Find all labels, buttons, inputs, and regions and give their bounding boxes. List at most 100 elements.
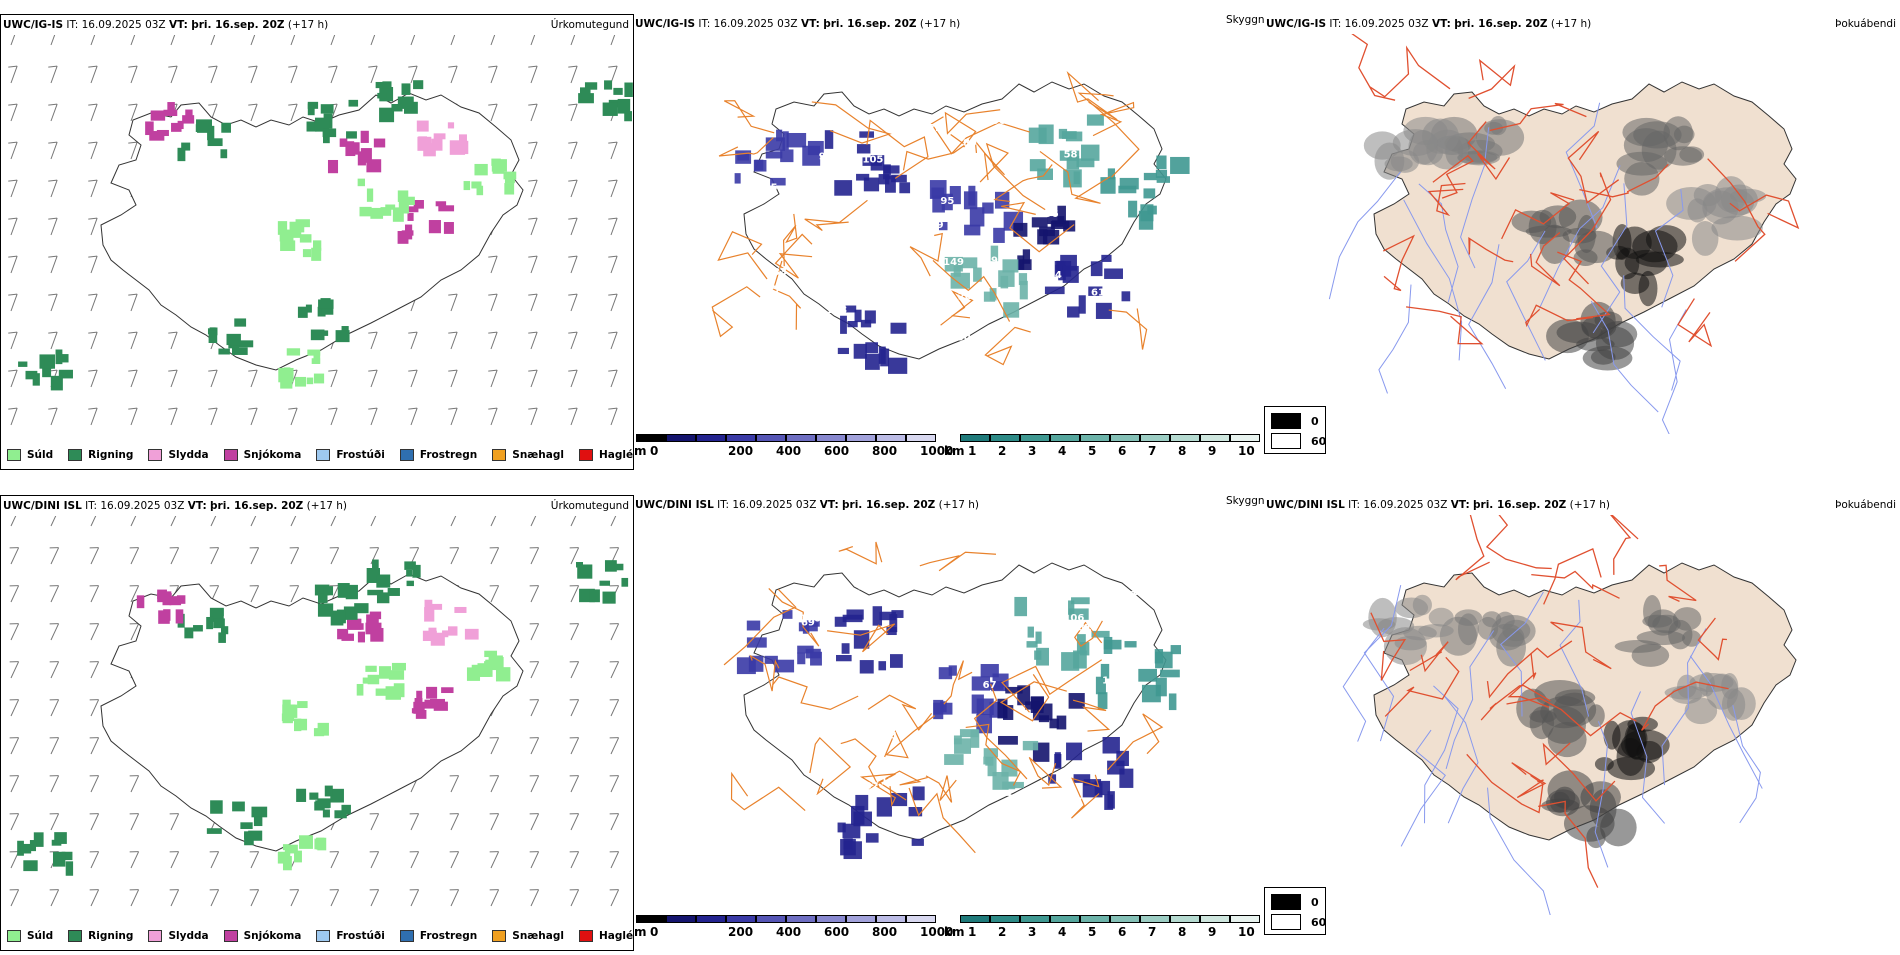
precip-cell [313, 728, 325, 737]
road [932, 259, 1011, 322]
precip-cell [44, 354, 53, 369]
road [1550, 621, 1612, 670]
road [1455, 515, 1490, 581]
road [973, 683, 1028, 780]
precip-cell [414, 697, 423, 708]
precip-cell [305, 304, 312, 313]
vis-cell [842, 823, 861, 839]
precip-cell [297, 701, 308, 709]
wind-barb [488, 369, 498, 388]
cloud-base-label: 79 [930, 220, 944, 231]
vis-cell [782, 610, 793, 619]
vis-cell [1168, 693, 1177, 711]
precip-cell [424, 607, 435, 622]
visibility-tick: 6 [1118, 925, 1127, 939]
visibility-tick: 4 [1058, 444, 1067, 458]
wind-barb [89, 889, 100, 907]
vis-cell [856, 173, 870, 181]
precip-cell [315, 840, 326, 849]
wind-barb [90, 516, 100, 527]
river [1445, 630, 1495, 770]
precip-cell [210, 800, 223, 814]
wind-barb [128, 369, 138, 388]
wind-barb [209, 851, 220, 869]
wind-barb [48, 179, 58, 198]
wind-barb [568, 141, 578, 160]
wind-barb [9, 699, 20, 717]
vis-cell [1138, 210, 1154, 230]
vis-cell [1121, 291, 1131, 302]
legend-item: Frostúði [316, 930, 385, 942]
vis-cell [1156, 155, 1167, 170]
fog-cell [1412, 594, 1432, 616]
visibility-tick: 3 [1028, 925, 1037, 939]
model-name: UWC/DINI ISL [1266, 499, 1345, 511]
precip-cell [406, 580, 414, 587]
precip-type-panel: UWC/DINI ISL IT: 16.09.2025 03Z VT: þri.… [0, 495, 634, 951]
precip-cell [375, 81, 383, 89]
wind-barb [8, 369, 18, 388]
wind-barb [568, 179, 578, 198]
height-tick: 400 [776, 925, 802, 939]
wind-barb [8, 407, 18, 426]
cloud-base-label: 92 [819, 152, 833, 163]
vis-cell [888, 357, 908, 374]
road [1406, 306, 1484, 345]
vis-cell [845, 305, 857, 313]
visibility-colorbar: km 1 2 3 4 5 6 7 8 9 10 [944, 430, 1262, 466]
cloud-base-label: 71 [872, 143, 886, 154]
road [774, 233, 813, 279]
river [1590, 300, 1659, 413]
cloud-base-label: 83 [1076, 331, 1090, 342]
vis-cell [879, 611, 896, 621]
lead-time: (+17 h) [919, 18, 961, 30]
wind-barb [568, 331, 578, 350]
wind-barb [210, 516, 220, 527]
fog-cell [1587, 704, 1605, 728]
legend-swatch [316, 930, 331, 942]
wind-barb [488, 65, 498, 84]
wind-barb [569, 623, 580, 641]
visibility-tick: 7 [1148, 444, 1157, 458]
cloud-base-label: 75 [970, 577, 984, 588]
precip-cell [438, 205, 455, 212]
river [1559, 599, 1590, 717]
visibility-color-step [990, 915, 1020, 923]
precip-cell [282, 844, 290, 851]
legend-item: Slydda [148, 930, 209, 942]
lead-time: (+17 h) [1569, 499, 1610, 511]
vis-cell [991, 681, 1007, 692]
wind-barb [609, 775, 620, 793]
height-color-step [846, 434, 876, 442]
road [1557, 251, 1611, 320]
vt-label: VT: [800, 18, 820, 30]
wind-barb [9, 661, 20, 679]
road [1507, 652, 1550, 708]
vis-cell [853, 811, 872, 827]
river [1342, 627, 1385, 742]
wind-barb [328, 407, 338, 426]
precip-cell [366, 188, 374, 202]
precip-cell [474, 163, 488, 176]
precip-cell [169, 596, 182, 606]
wind-barb [608, 179, 618, 198]
river [1363, 584, 1402, 742]
height-color-step [906, 434, 936, 442]
wind-barb [50, 35, 58, 46]
wind-barb [330, 516, 340, 527]
road [925, 775, 957, 803]
wind-barb [368, 331, 378, 350]
river [1594, 721, 1609, 868]
precip-cell [413, 80, 424, 90]
visibility-color-step [960, 915, 990, 923]
vis-cell [883, 165, 900, 174]
wind-barb [610, 35, 618, 46]
precip-cell [346, 141, 355, 149]
wind-barb [329, 851, 340, 869]
vis-cell [941, 193, 953, 211]
precip-cell [316, 330, 329, 336]
precip-cell [280, 240, 296, 251]
vis-cell [959, 729, 979, 738]
precip-cell [367, 589, 384, 596]
road [723, 100, 775, 134]
